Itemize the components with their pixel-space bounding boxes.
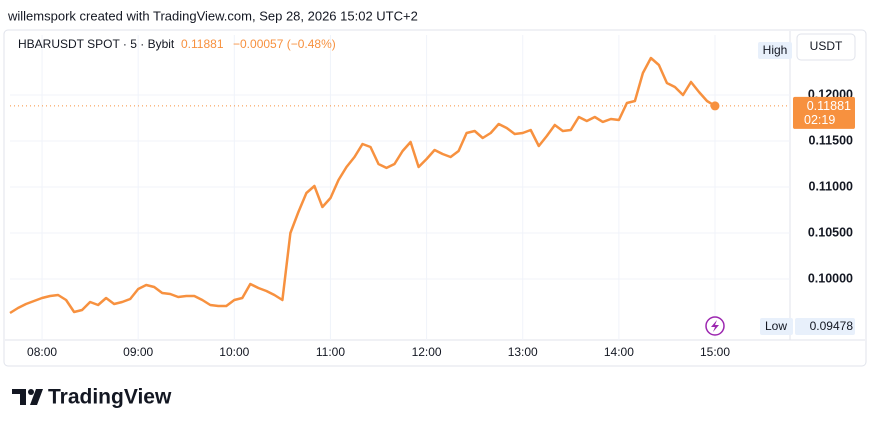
y-tick-label: 0.11500: [809, 133, 854, 147]
header: willemspork created with TradingView.com…: [7, 8, 418, 23]
price-line: [9, 56, 716, 315]
low-badge: [760, 318, 793, 335]
high-label: High: [763, 43, 788, 57]
low-label: Low: [765, 319, 787, 333]
last-price: 0.11881: [181, 37, 224, 51]
plot: [9, 56, 790, 315]
low-value-badge: [795, 318, 855, 335]
logo: TradingView: [12, 386, 172, 409]
price-tag-countdown: 02:19: [804, 113, 835, 127]
logo-mark: [12, 389, 26, 405]
x-tick-label: 13:00: [508, 345, 538, 359]
chart-frame: [3, 29, 867, 367]
x-tick-label: 15:00: [700, 345, 730, 359]
price-tag: [793, 96, 855, 129]
brand: TradingView: [48, 386, 172, 409]
y-tick-label: 0.11000: [809, 179, 854, 193]
price-tag-value: 0.11881: [807, 99, 851, 113]
logo-dot: [28, 389, 34, 395]
x-tick-label: 14:00: [604, 345, 634, 359]
currency[interactable]: USDT: [810, 39, 843, 53]
currency-button[interactable]: [796, 33, 856, 61]
event-bolt[interactable]: [711, 320, 719, 332]
x-tick-label: 08:00: [27, 345, 57, 359]
high-badge: [758, 42, 792, 59]
y-tick-label: 0.10500: [808, 225, 853, 239]
x-tick-label: 11:00: [316, 345, 345, 359]
logo-slash: [30, 389, 43, 405]
price-change: −0.00057 (−0.48%): [233, 37, 336, 51]
y-tick-label: 0.10000: [808, 271, 853, 285]
x-tick-label: 09:00: [123, 345, 153, 359]
symbol: HBARUSDT SPOT · 5 · Bybit: [18, 37, 175, 51]
last-point: [710, 101, 720, 111]
x-tick-label: 10:00: [219, 345, 249, 359]
event-icon[interactable]: [705, 316, 725, 336]
low-value: 0.09478: [810, 319, 854, 333]
x-tick-label: 12:00: [412, 345, 442, 359]
